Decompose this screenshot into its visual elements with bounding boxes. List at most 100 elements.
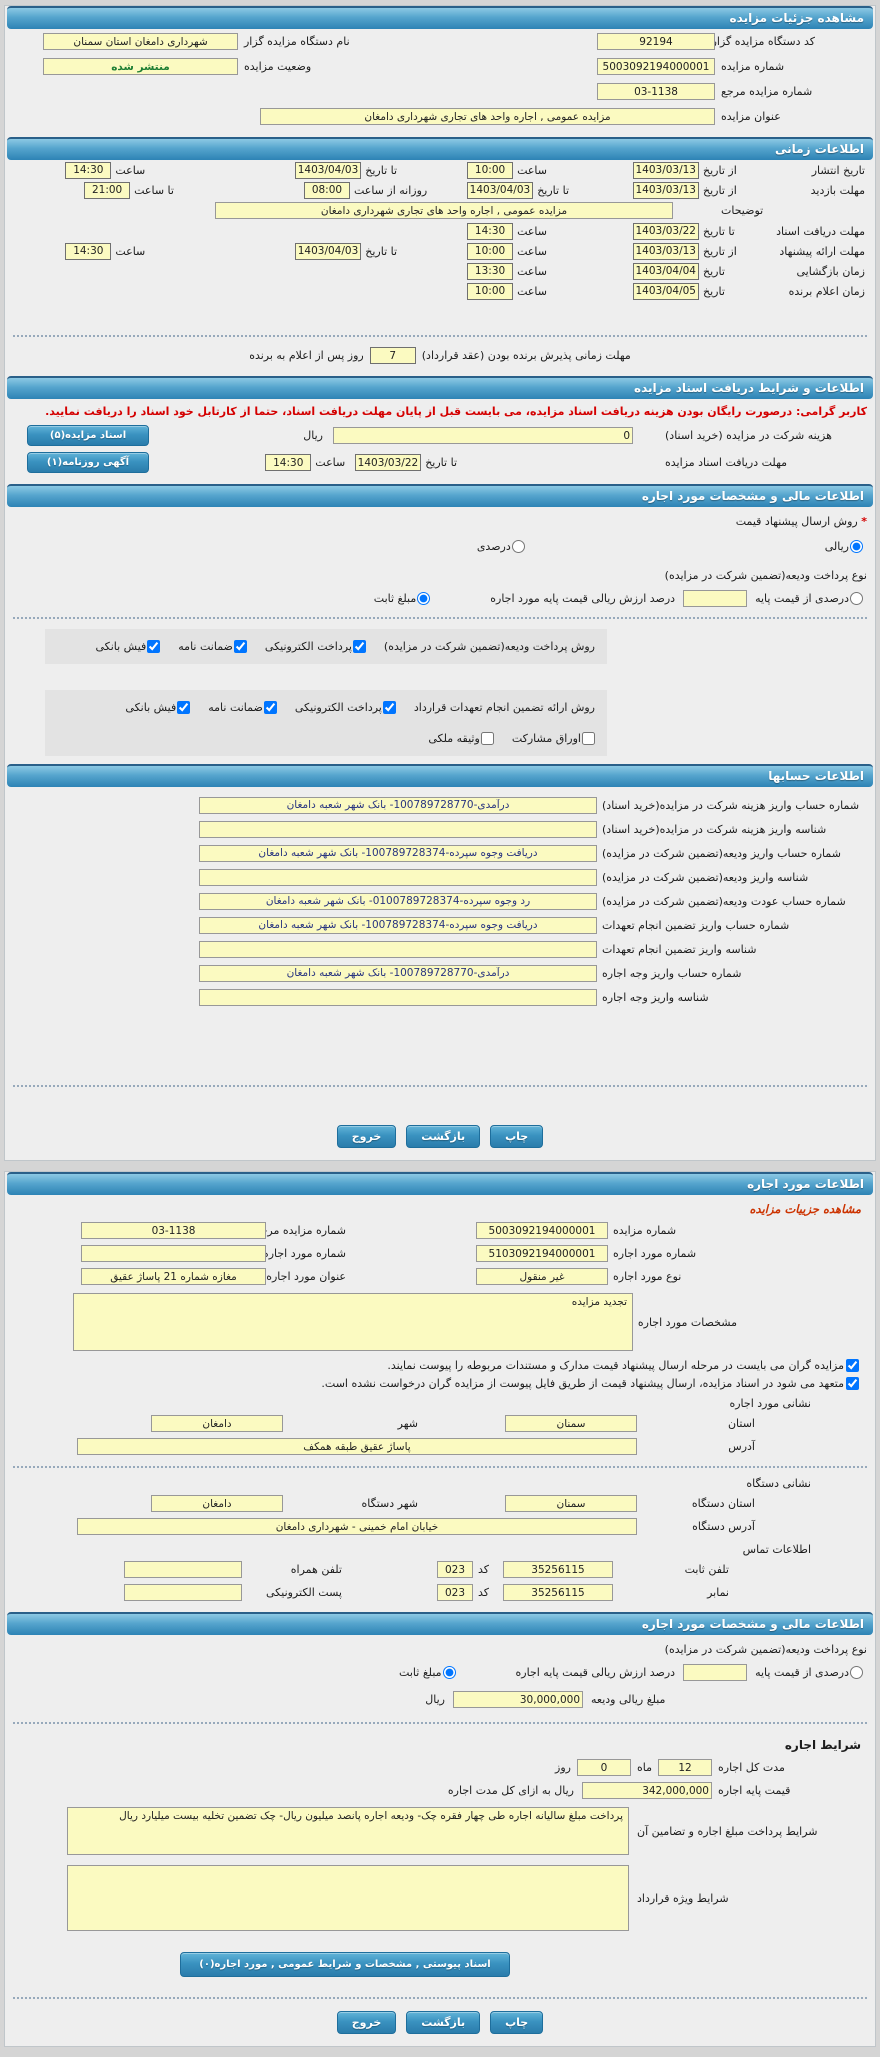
newspaper-ad-button[interactable]: آگهی روزنامه(۱): [27, 452, 149, 473]
back-button[interactable]: بازگشت: [406, 1125, 481, 1148]
duration-months-input[interactable]: [658, 1759, 712, 1776]
rental-item-number-input[interactable]: [476, 1245, 608, 1262]
obligation-account-input[interactable]: [199, 916, 597, 934]
phone-input[interactable]: [503, 1561, 613, 1578]
phone-code-input[interactable]: [436, 1561, 473, 1578]
guarantee-method-bonds[interactable]: اوراق مشارکت: [512, 732, 595, 745]
auction-title-input[interactable]: [260, 108, 715, 125]
publish-to-time-input[interactable]: [65, 161, 112, 179]
guarantee-method-epay[interactable]: پرداخت الکترونیکی: [295, 701, 396, 714]
docs-deadline-date-input[interactable]: [633, 222, 699, 240]
percent-radio[interactable]: [511, 540, 525, 553]
offer-from-time-input[interactable]: [467, 242, 514, 260]
deposit-account-input[interactable]: [199, 844, 597, 862]
rental-percent-base-radio[interactable]: [850, 1666, 863, 1679]
guarantee-method-bank-slip[interactable]: فیش بانکی: [125, 701, 191, 714]
deposit-method-bank-slip[interactable]: فیش بانکی: [95, 640, 161, 653]
payment-terms-textarea[interactable]: پرداخت مبلغ سالیانه اجاره طی چهار فقره چ…: [67, 1807, 629, 1855]
address-input[interactable]: [77, 1438, 637, 1455]
winner-time-input[interactable]: [467, 282, 514, 300]
rental-ref-number-input[interactable]: [81, 1222, 266, 1239]
rial-radio[interactable]: [850, 540, 863, 553]
rental-fixed-amount-radio[interactable]: [442, 1666, 456, 1679]
fixed-amount-radio-option[interactable]: مبلغ ثابت: [374, 592, 431, 605]
opening-date-input[interactable]: [633, 262, 699, 280]
rental-item-ref-input[interactable]: [81, 1245, 266, 1262]
g-property-checkbox[interactable]: [480, 732, 494, 745]
obligation-payment-id-input[interactable]: [199, 940, 597, 958]
rental-percent-base-input[interactable]: [683, 1664, 748, 1681]
auction-docs-button[interactable]: اسناد مزایده(۵): [27, 425, 149, 446]
fee-input[interactable]: [333, 427, 633, 444]
publish-to-date-input[interactable]: [295, 161, 362, 179]
fixed-amount-radio[interactable]: [417, 592, 431, 605]
percent-base-radio-option[interactable]: درصدی از قیمت پایه: [755, 592, 863, 605]
deposit-amount-input[interactable]: [453, 1691, 583, 1708]
device-city-input[interactable]: [151, 1495, 283, 1512]
rental-item-type-input[interactable]: [476, 1268, 608, 1285]
offer-from-date-input[interactable]: [633, 242, 699, 260]
print-button[interactable]: چاپ: [490, 2011, 544, 2034]
back-button[interactable]: بازگشت: [406, 2011, 481, 2034]
device-province-input[interactable]: [505, 1495, 637, 1512]
visit-daily-from-input[interactable]: [303, 181, 350, 199]
visit-daily-to-input[interactable]: [84, 181, 131, 199]
rial-radio-option[interactable]: ریالی: [825, 540, 863, 553]
deposit-method-guarantee-letter[interactable]: ضمانت نامه: [178, 640, 247, 653]
bank-slip-checkbox[interactable]: [147, 640, 161, 653]
rental-specs-textarea[interactable]: تجدید مزایده: [73, 1293, 633, 1351]
docs-receive-date-input[interactable]: [355, 454, 422, 471]
winner-date-input[interactable]: [633, 282, 699, 300]
fax-input[interactable]: [503, 1584, 613, 1601]
rent-account-input[interactable]: [199, 964, 597, 982]
fee-payment-id-input[interactable]: [199, 820, 597, 838]
deposit-payment-id-input[interactable]: [199, 868, 597, 886]
attached-docs-button[interactable]: اسناد پیوستی , مشخصات و شرایط عمومی , مو…: [180, 1952, 510, 1977]
exit-button[interactable]: خروج: [336, 2011, 397, 2034]
fee-account-input[interactable]: [199, 796, 597, 814]
city-input[interactable]: [151, 1415, 283, 1432]
device-name-input[interactable]: [43, 33, 238, 50]
base-price-input[interactable]: [582, 1782, 712, 1799]
rental-item-title-input[interactable]: [81, 1268, 266, 1285]
offer-to-time-input[interactable]: [65, 242, 112, 260]
visit-from-date-input[interactable]: [633, 181, 699, 199]
opening-time-input[interactable]: [467, 262, 514, 280]
attach-note-1-checkbox[interactable]: [846, 1359, 859, 1372]
g-bonds-checkbox[interactable]: [582, 732, 595, 745]
rental-auction-number-input[interactable]: [476, 1222, 608, 1239]
accept-days-input[interactable]: [369, 347, 416, 364]
publish-from-time-input[interactable]: [467, 161, 514, 179]
auction-number-input[interactable]: [597, 58, 715, 75]
device-address-input[interactable]: [77, 1518, 637, 1535]
docs-receive-time-input[interactable]: [265, 454, 312, 471]
deposit-method-epay[interactable]: پرداخت الکترونیکی: [265, 640, 366, 653]
view-auction-details-link[interactable]: مشاهده جزییات مزایده: [749, 1202, 861, 1216]
offer-to-date-input[interactable]: [295, 242, 362, 260]
reference-number-input[interactable]: [597, 83, 715, 100]
g-letter-checkbox[interactable]: [263, 701, 277, 714]
percent-base-radio[interactable]: [850, 592, 863, 605]
device-code-input[interactable]: [597, 33, 715, 50]
visit-to-date-input[interactable]: [467, 181, 534, 199]
g-epay-checkbox[interactable]: [382, 701, 396, 714]
duration-days-input[interactable]: [576, 1759, 631, 1776]
exit-button[interactable]: خروج: [336, 1125, 397, 1148]
guarantee-method-letter[interactable]: ضمانت نامه: [208, 701, 277, 714]
notes-input[interactable]: [215, 202, 673, 219]
guarantee-letter-checkbox[interactable]: [233, 640, 247, 653]
fax-code-input[interactable]: [436, 1584, 473, 1601]
email-input[interactable]: [123, 1584, 242, 1601]
g-bank-slip-checkbox[interactable]: [177, 701, 191, 714]
publish-from-date-input[interactable]: [633, 161, 699, 179]
special-terms-textarea[interactable]: [67, 1865, 629, 1931]
province-input[interactable]: [505, 1415, 637, 1432]
mobile-input[interactable]: [123, 1561, 242, 1578]
docs-deadline-time-input[interactable]: [467, 222, 514, 240]
rental-percent-base-radio-option[interactable]: درصدی از قیمت پایه: [755, 1666, 863, 1679]
deposit-return-account-input[interactable]: [199, 892, 597, 910]
percent-base-input[interactable]: [683, 590, 748, 607]
attach-note-2-checkbox[interactable]: [846, 1377, 859, 1390]
rental-fixed-amount-radio-option[interactable]: مبلغ ثابت: [399, 1666, 456, 1679]
rent-payment-id-input[interactable]: [199, 988, 597, 1006]
